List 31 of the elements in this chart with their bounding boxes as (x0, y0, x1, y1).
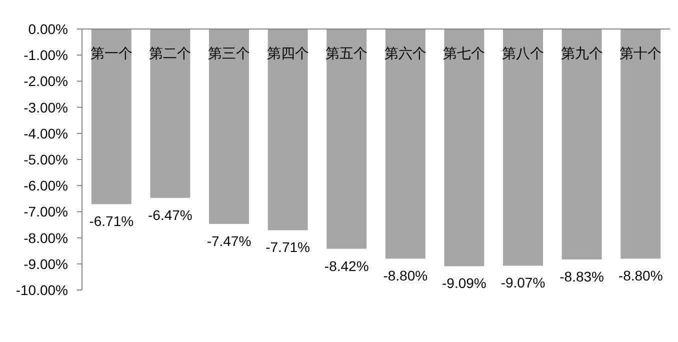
x-tick-label: 第七个 (443, 45, 486, 61)
data-label: -9.09% (442, 275, 486, 292)
data-label: -8.83% (560, 268, 604, 284)
x-tick-label: 第四个 (266, 45, 309, 61)
x-tick-label: 第六个 (384, 45, 426, 61)
x-tick-label: 第一个 (90, 45, 132, 61)
data-label: -8.80% (618, 268, 663, 284)
y-tick-label: -2.00% (24, 73, 68, 90)
y-tick-label: -7.00% (24, 204, 68, 220)
x-tick-label: 第八个 (502, 45, 544, 61)
y-tick-label: -6.00% (24, 178, 68, 194)
y-tick-label: -3.00% (24, 99, 68, 116)
y-tick-label: -4.00% (24, 125, 68, 142)
data-label: -7.47% (206, 232, 252, 249)
y-tick-label: -9.00% (24, 256, 68, 272)
y-tick-label: -1.00% (24, 47, 68, 64)
x-tick-label: 第三个 (208, 45, 250, 61)
y-tick-label: -5.00% (24, 152, 68, 168)
data-label: -8.42% (324, 258, 369, 274)
data-label: -6.47% (148, 206, 192, 223)
x-tick-label: 第五个 (326, 45, 368, 61)
y-tick-label: -8.00% (24, 230, 68, 246)
data-label: -7.71% (266, 239, 310, 256)
y-tick-label: -10.00% (16, 282, 68, 298)
data-label: -9.07% (500, 274, 546, 291)
x-tick-label: 第十个 (620, 45, 662, 61)
y-tick-label: 0.00% (28, 21, 68, 37)
x-tick-label: 第二个 (149, 45, 192, 61)
data-label: -6.71% (89, 213, 134, 230)
x-tick-label: 第九个 (560, 45, 603, 61)
data-label: -8.80% (383, 268, 428, 284)
